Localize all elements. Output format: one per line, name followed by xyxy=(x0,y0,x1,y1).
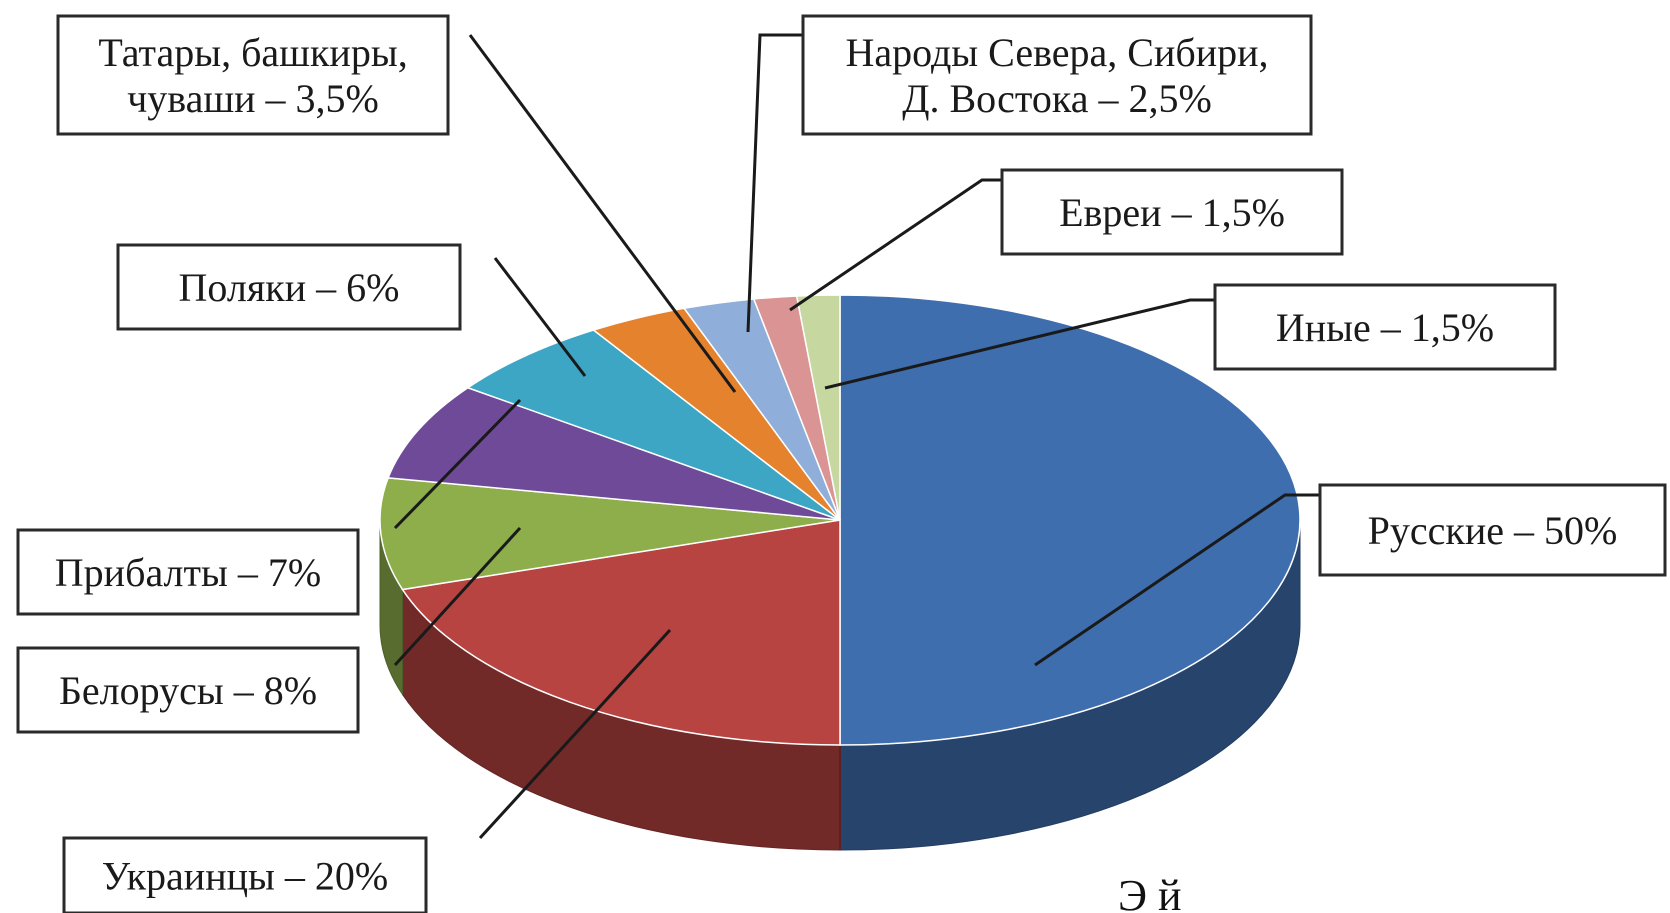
slice-label-8: Иные – 1,5% xyxy=(1213,283,1557,371)
slice-label-5: Татары, башкиры,чуваши – 3,5% xyxy=(56,14,450,136)
leader-line-1 xyxy=(478,628,672,840)
label-text-6-1: Д. Востока – 2,5% xyxy=(902,76,1212,121)
label-text-1-0: Украинцы – 20% xyxy=(102,854,388,899)
leader-lines xyxy=(393,33,1320,840)
leader-line-0 xyxy=(1034,493,1320,667)
label-box-5 xyxy=(56,14,450,136)
slice-2 xyxy=(379,477,841,591)
leader-line-5 xyxy=(468,34,737,393)
label-box-4 xyxy=(116,243,462,331)
pie-sides xyxy=(379,519,1301,851)
label-text-6-0: Народы Севера, Сибири, xyxy=(845,30,1268,75)
slice-label-4: Поляки – 6% xyxy=(116,243,462,331)
label-box-7 xyxy=(1000,168,1344,256)
leader-line-2 xyxy=(393,526,522,667)
slice-label-6: Народы Севера, Сибири,Д. Востока – 2,5% xyxy=(801,14,1313,136)
slice-1 xyxy=(401,519,841,746)
pie-slices xyxy=(379,294,1301,746)
slice-8 xyxy=(795,294,841,521)
slice-label-1: Украинцы – 20% xyxy=(62,836,428,913)
slice-labels: Русские – 50% Украинцы – 20% Белорусы – 8%… xyxy=(16,14,1667,913)
label-text-7-0: Евреи – 1,5% xyxy=(1059,190,1285,235)
slice-label-3: Прибалты – 7% xyxy=(16,528,360,616)
caption-fragment: Э й xyxy=(1118,871,1182,913)
label-text-4-0: Поляки – 6% xyxy=(179,265,400,310)
label-box-8 xyxy=(1213,283,1557,371)
leader-line-7 xyxy=(789,178,1002,312)
label-box-0 xyxy=(1318,483,1667,577)
slice-label-0: Русские – 50% xyxy=(1318,483,1667,577)
label-box-3 xyxy=(16,528,360,616)
label-text-5-0: Татары, башкиры, xyxy=(98,30,407,75)
label-box-2 xyxy=(16,646,360,734)
label-text-8-0: Иные – 1,5% xyxy=(1276,305,1494,350)
label-text-0-0: Русские – 50% xyxy=(1368,508,1618,553)
label-box-6 xyxy=(801,14,1313,136)
leader-line-4 xyxy=(493,257,587,377)
slice-label-7: Евреи – 1,5% xyxy=(1000,168,1344,256)
slice-0 xyxy=(839,294,1301,746)
leader-line-3 xyxy=(393,398,522,530)
leader-line-8 xyxy=(824,298,1215,390)
leader-line-6 xyxy=(746,33,803,333)
label-text-3-0: Прибалты – 7% xyxy=(55,550,321,595)
label-box-1 xyxy=(62,836,428,913)
slice-4 xyxy=(466,329,841,521)
label-text-5-1: чуваши – 3,5% xyxy=(127,76,379,121)
label-text-2-0: Белорусы – 8% xyxy=(59,668,317,713)
slice-label-2: Белорусы – 8% xyxy=(16,646,360,734)
